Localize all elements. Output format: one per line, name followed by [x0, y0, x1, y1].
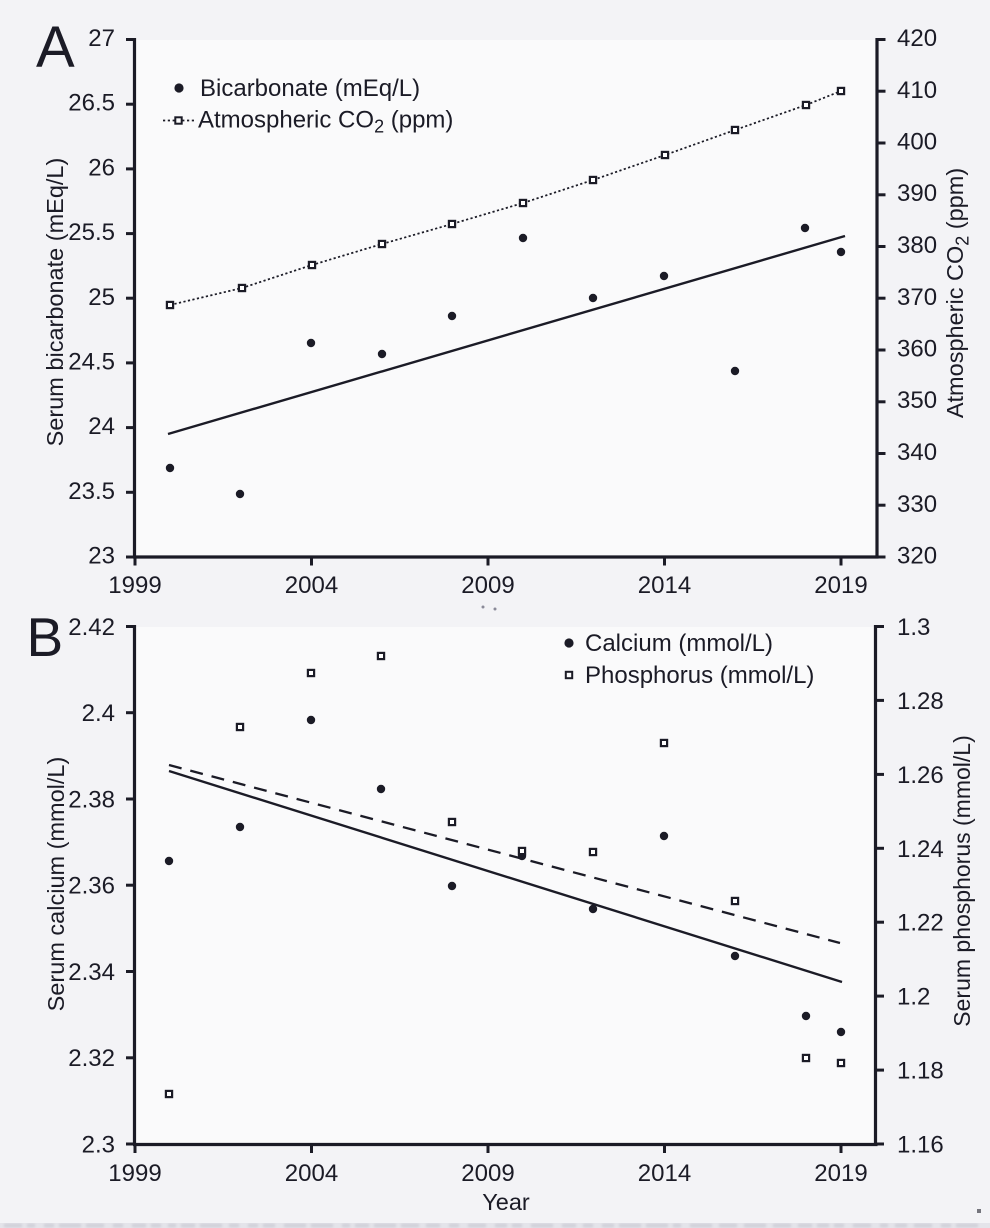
svg-text:2.36: 2.36	[68, 873, 115, 900]
svg-text:1999: 1999	[108, 572, 161, 599]
svg-text:1.24: 1.24	[897, 836, 944, 863]
svg-text:380: 380	[897, 232, 937, 259]
svg-text:1.18: 1.18	[897, 1058, 944, 1085]
svg-text:2009: 2009	[461, 1160, 514, 1187]
svg-text:24: 24	[88, 413, 115, 440]
svg-text:2014: 2014	[638, 1160, 691, 1187]
svg-text:B: B	[27, 606, 64, 668]
svg-text:2019: 2019	[814, 1160, 867, 1187]
svg-text:420: 420	[897, 25, 937, 52]
svg-text:1.3: 1.3	[897, 614, 930, 641]
svg-text:400: 400	[897, 129, 937, 156]
svg-text:1.26: 1.26	[897, 762, 944, 789]
svg-text:2004: 2004	[285, 1160, 338, 1187]
svg-text:2.42: 2.42	[68, 614, 115, 641]
svg-text:360: 360	[897, 336, 937, 363]
svg-text:370: 370	[897, 284, 937, 311]
svg-text:2.34: 2.34	[68, 959, 115, 986]
svg-text:2004: 2004	[285, 572, 338, 599]
svg-text:Serum calcium (mmol/L): Serum calcium (mmol/L)	[43, 757, 69, 1012]
svg-text:1.2: 1.2	[897, 984, 930, 1011]
svg-text:2014: 2014	[638, 572, 691, 599]
svg-text:2009: 2009	[461, 572, 514, 599]
svg-text:2.32: 2.32	[68, 1045, 115, 1072]
svg-text:Atmospheric CO2 (ppm): Atmospheric CO2 (ppm)	[942, 168, 973, 418]
svg-text:330: 330	[897, 491, 937, 518]
svg-text:1.16: 1.16	[897, 1132, 944, 1159]
svg-text:1.28: 1.28	[897, 688, 944, 715]
svg-text:24.5: 24.5	[68, 348, 115, 375]
svg-text:Serum bicarbonate (mEq/L): Serum bicarbonate (mEq/L)	[42, 158, 68, 447]
svg-text:Year: Year	[482, 1189, 530, 1215]
svg-text:Bicarbonate (mEq/L): Bicarbonate (mEq/L)	[200, 75, 420, 102]
svg-text:2019: 2019	[814, 572, 867, 599]
svg-text:340: 340	[897, 439, 937, 466]
svg-text:410: 410	[897, 77, 937, 104]
svg-text:Atmospheric CO2 (ppm): Atmospheric CO2 (ppm)	[198, 107, 453, 137]
svg-text:320: 320	[897, 543, 937, 570]
svg-text:2.38: 2.38	[68, 787, 115, 814]
svg-text:350: 350	[897, 387, 937, 414]
svg-text:Phosphorus (mmol/L): Phosphorus (mmol/L)	[585, 662, 814, 689]
svg-text:1.22: 1.22	[897, 910, 944, 937]
svg-text:390: 390	[897, 180, 937, 207]
svg-text:2.3: 2.3	[82, 1132, 115, 1159]
svg-text:Calcium (mmol/L): Calcium (mmol/L)	[585, 630, 773, 657]
svg-text:26: 26	[88, 154, 115, 181]
svg-text:25.5: 25.5	[68, 219, 115, 246]
svg-text:1999: 1999	[108, 1160, 161, 1187]
svg-text:2.4: 2.4	[82, 700, 115, 727]
svg-text:23.5: 23.5	[68, 478, 115, 505]
svg-text:26.5: 26.5	[68, 90, 115, 117]
svg-text:27: 27	[88, 25, 115, 52]
svg-text:A: A	[36, 15, 75, 80]
svg-text:23: 23	[88, 543, 115, 570]
svg-text:25: 25	[88, 284, 115, 311]
svg-text:Serum phosphorus (mmol/L): Serum phosphorus (mmol/L)	[949, 735, 975, 1026]
